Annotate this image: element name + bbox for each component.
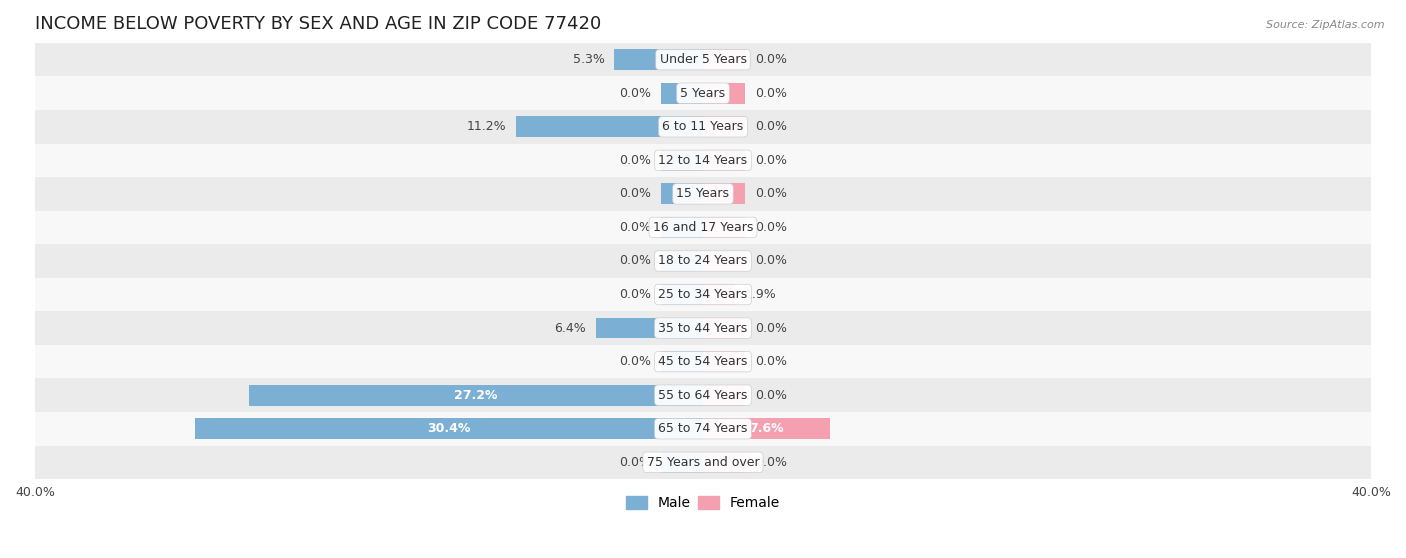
Bar <box>35 211 1371 244</box>
Bar <box>661 217 703 238</box>
Text: 0.0%: 0.0% <box>619 86 651 100</box>
Text: 6.4%: 6.4% <box>554 321 586 335</box>
Bar <box>703 351 745 372</box>
Bar <box>35 412 1371 445</box>
Text: 0.0%: 0.0% <box>619 456 651 469</box>
Text: 0.0%: 0.0% <box>755 355 787 368</box>
Text: 25 to 34 Years: 25 to 34 Years <box>658 288 748 301</box>
Bar <box>703 385 745 406</box>
Bar <box>249 385 703 406</box>
Bar <box>661 251 703 271</box>
Text: 0.0%: 0.0% <box>755 121 787 133</box>
Text: 18 to 24 Years: 18 to 24 Years <box>658 254 748 267</box>
Text: 0.0%: 0.0% <box>755 456 787 469</box>
Text: 16 and 17 Years: 16 and 17 Years <box>652 221 754 234</box>
Bar <box>703 452 745 473</box>
Bar <box>703 318 745 339</box>
Text: Source: ZipAtlas.com: Source: ZipAtlas.com <box>1267 20 1385 30</box>
Text: 27.2%: 27.2% <box>454 389 498 402</box>
Bar <box>35 43 1371 76</box>
Text: 0.0%: 0.0% <box>619 254 651 267</box>
Text: 0.0%: 0.0% <box>619 221 651 234</box>
Text: 12 to 14 Years: 12 to 14 Years <box>658 154 748 167</box>
Bar <box>661 150 703 171</box>
Text: 7.6%: 7.6% <box>749 422 783 435</box>
Bar <box>35 445 1371 479</box>
Text: 0.0%: 0.0% <box>755 254 787 267</box>
Text: Under 5 Years: Under 5 Years <box>659 53 747 66</box>
Text: 0.0%: 0.0% <box>755 86 787 100</box>
Bar <box>703 49 745 70</box>
Text: 0.0%: 0.0% <box>619 355 651 368</box>
Text: 15 Years: 15 Years <box>676 187 730 200</box>
Bar <box>703 83 745 104</box>
Text: 75 Years and over: 75 Years and over <box>647 456 759 469</box>
Bar <box>661 184 703 204</box>
Text: 6 to 11 Years: 6 to 11 Years <box>662 121 744 133</box>
Text: 0.0%: 0.0% <box>755 389 787 402</box>
Bar <box>703 284 735 305</box>
Text: 0.0%: 0.0% <box>755 53 787 66</box>
Bar <box>661 452 703 473</box>
Text: 0.0%: 0.0% <box>619 187 651 200</box>
Bar <box>35 143 1371 177</box>
Text: 55 to 64 Years: 55 to 64 Years <box>658 389 748 402</box>
Text: 0.0%: 0.0% <box>755 187 787 200</box>
Bar <box>35 311 1371 345</box>
Bar <box>35 110 1371 143</box>
Bar <box>661 83 703 104</box>
Bar <box>35 244 1371 278</box>
Text: 0.0%: 0.0% <box>755 154 787 167</box>
Bar <box>703 117 745 137</box>
Bar <box>614 49 703 70</box>
Text: INCOME BELOW POVERTY BY SEX AND AGE IN ZIP CODE 77420: INCOME BELOW POVERTY BY SEX AND AGE IN Z… <box>35 15 602 33</box>
Bar <box>661 284 703 305</box>
Bar <box>703 418 830 439</box>
Text: 45 to 54 Years: 45 to 54 Years <box>658 355 748 368</box>
Text: 5.3%: 5.3% <box>572 53 605 66</box>
Bar <box>703 217 745 238</box>
Bar <box>596 318 703 339</box>
Bar <box>35 378 1371 412</box>
Text: 65 to 74 Years: 65 to 74 Years <box>658 422 748 435</box>
Text: 0.0%: 0.0% <box>755 321 787 335</box>
Bar <box>195 418 703 439</box>
Text: 5 Years: 5 Years <box>681 86 725 100</box>
Bar <box>703 150 745 171</box>
Text: 30.4%: 30.4% <box>427 422 471 435</box>
Legend: Male, Female: Male, Female <box>620 490 786 516</box>
Bar <box>35 76 1371 110</box>
Bar <box>703 251 745 271</box>
Bar <box>35 177 1371 211</box>
Bar <box>516 117 703 137</box>
Bar <box>703 184 745 204</box>
Bar <box>35 278 1371 311</box>
Bar <box>35 345 1371 378</box>
Bar <box>661 351 703 372</box>
Text: 1.9%: 1.9% <box>745 288 776 301</box>
Text: 35 to 44 Years: 35 to 44 Years <box>658 321 748 335</box>
Text: 0.0%: 0.0% <box>619 154 651 167</box>
Text: 0.0%: 0.0% <box>619 288 651 301</box>
Text: 0.0%: 0.0% <box>755 221 787 234</box>
Text: 11.2%: 11.2% <box>467 121 506 133</box>
